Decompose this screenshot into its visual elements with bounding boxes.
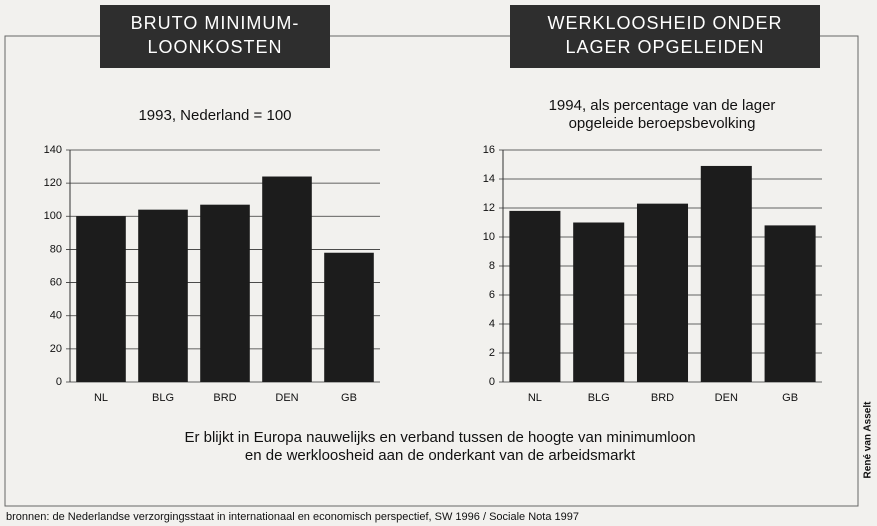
y-tick-label: 0: [56, 376, 62, 388]
chart-title: WERKLOOSHEID ONDER: [547, 13, 782, 33]
y-tick-label: 6: [489, 289, 495, 301]
y-tick-label: 14: [483, 173, 495, 185]
credit: René van Asselt: [863, 401, 874, 479]
source: bronnen: de Nederlandse verzorgingsstaat…: [6, 511, 579, 523]
x-tick-label: GB: [341, 392, 357, 404]
bar: [76, 216, 126, 382]
x-tick-label: DEN: [275, 392, 298, 404]
x-tick-label: GB: [782, 392, 798, 404]
y-tick-label: 80: [50, 243, 62, 255]
x-tick-label: NL: [528, 392, 542, 404]
bar: [324, 252, 374, 382]
bar: [262, 176, 312, 382]
y-tick-label: 2: [489, 347, 495, 359]
x-tick-label: BLG: [588, 392, 610, 404]
y-tick-label: 60: [50, 276, 62, 288]
y-tick-label: 4: [489, 318, 495, 330]
x-tick-label: BRD: [651, 392, 674, 404]
y-tick-label: 0: [489, 376, 495, 388]
frame: [4, 35, 859, 507]
chart-title: LOONKOSTEN: [147, 37, 282, 57]
x-tick-label: DEN: [715, 392, 738, 404]
chart-subtitle: 1993, Nederland = 100: [138, 107, 291, 124]
x-tick-label: NL: [94, 392, 108, 404]
bar: [200, 204, 250, 382]
y-tick-label: 12: [483, 202, 495, 214]
bar: [573, 222, 625, 382]
caption: en de werkloosheid aan de onderkant van …: [245, 447, 636, 464]
chart-subtitle: 1994, als percentage van de lager: [549, 97, 776, 114]
x-tick-label: BRD: [213, 392, 236, 404]
y-tick-label: 20: [50, 343, 62, 355]
y-tick-label: 40: [50, 310, 62, 322]
x-tick-label: BLG: [152, 392, 174, 404]
title-box: [100, 5, 330, 68]
y-tick-label: 16: [483, 144, 495, 156]
bar: [700, 165, 752, 382]
bar: [509, 210, 561, 382]
y-tick-label: 100: [44, 210, 62, 222]
y-tick-label: 120: [44, 177, 62, 189]
y-tick-label: 8: [489, 260, 495, 272]
y-tick-label: 10: [483, 231, 495, 243]
bar: [636, 203, 689, 382]
caption: Er blijkt in Europa nauwelijks en verban…: [184, 429, 695, 446]
y-tick-label: 140: [44, 144, 62, 156]
bar: [138, 209, 188, 382]
bar: [764, 225, 816, 382]
chart-title: BRUTO MINIMUM-: [131, 13, 300, 33]
title-box: [510, 5, 820, 68]
chart-subtitle: opgeleide beroepsbevolking: [569, 115, 756, 132]
chart-title: LAGER OPGELEIDEN: [565, 37, 764, 57]
